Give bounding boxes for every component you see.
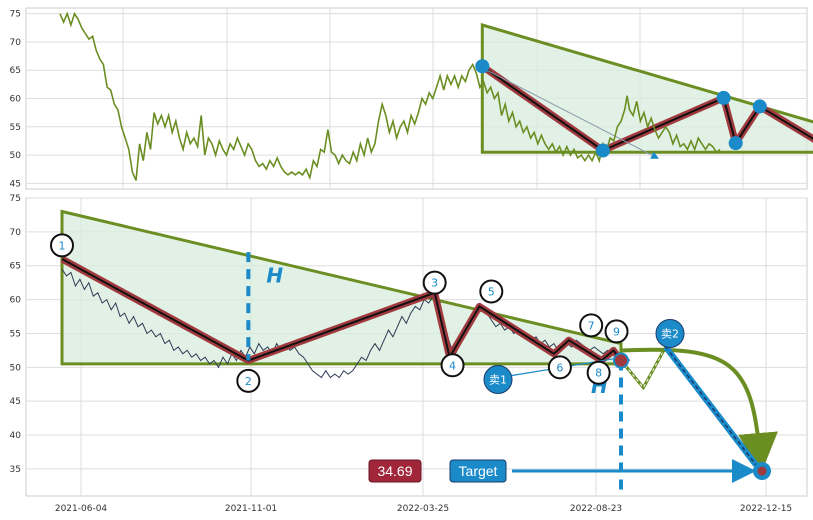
- entry-point: [613, 352, 629, 369]
- sell2-circle: [655, 318, 685, 348]
- top-grid: [26, 8, 807, 189]
- pattern-marker-circle: [50, 233, 74, 258]
- sell1-badge: 卖1: [483, 365, 513, 395]
- pattern-marker-label: 4: [449, 359, 456, 372]
- projection-curve-arrow: [620, 347, 778, 473]
- target-point: [753, 462, 771, 481]
- bottom-y-tick-label: 40: [10, 431, 22, 441]
- entry-point-dot: [613, 352, 629, 369]
- price-badge-label: 34.69: [377, 463, 412, 479]
- bottom-y-tick-label: 60: [10, 296, 22, 306]
- bottom-zigzag-line: [61, 258, 622, 362]
- top-y-tick-label: 55: [10, 123, 21, 133]
- pattern-marker-label: 2: [245, 375, 252, 388]
- bottom-y-ticks: 35 40 45 50 55 60 65 70 75: [10, 194, 22, 475]
- h-label-left: H: [266, 264, 283, 288]
- bottom-y-tick-label: 70: [10, 228, 22, 238]
- top-trend-arrow: [484, 68, 660, 159]
- bottom-x-tick-label: 2021-06-04: [55, 504, 108, 514]
- target-badge-box: [449, 459, 507, 483]
- bottom-y-tick-label: 50: [10, 363, 22, 373]
- bottom-y-tick-label: 35: [10, 465, 21, 475]
- bottom-x-ticks: 2021-06-04 2021-11-01 2022-03-25 2022-08-23…: [55, 504, 792, 514]
- target-drop-line-dash: [665, 346, 757, 466]
- top-y-ticks: 45 50 55 60 65 70 75: [10, 10, 22, 190]
- bottom-y-tick-label: 45: [10, 397, 21, 407]
- bottom-y-tick-label: 55: [10, 329, 21, 339]
- price-badge: 34.69: [368, 459, 422, 483]
- bottom-y-tick-label: 75: [10, 194, 21, 204]
- pattern-marker-label: 5: [488, 285, 495, 298]
- pattern-marker-circle: [422, 270, 447, 295]
- sell2-label: 卖2: [661, 327, 679, 340]
- top-zigzag-line: [481, 65, 813, 152]
- pattern-marker-circle: [479, 279, 504, 304]
- bottom-price-line: [61, 268, 631, 379]
- top-y-tick-label: 75: [10, 10, 21, 20]
- pattern-markers: 1 2 3 4 5 6 7 8 9: [50, 233, 629, 393]
- bottom-x-tick-label: 2022-03-25: [397, 504, 449, 514]
- top-y-tick-label: 50: [10, 151, 22, 161]
- pattern-marker-label: 7: [588, 319, 595, 332]
- top-pivot-dot: [752, 99, 767, 114]
- target-point-inner: [757, 466, 767, 476]
- top-y-tick-label: 60: [10, 95, 22, 105]
- projection-path-dash: [620, 346, 667, 389]
- top-pivot-dot: [595, 143, 610, 158]
- bottom-x-tick-label: 2022-12-15: [740, 504, 792, 514]
- top-pivot-dots: [475, 59, 767, 158]
- price-badge-box: [368, 459, 422, 483]
- top-y-tick-label: 70: [10, 38, 22, 48]
- pattern-marker-circle: [604, 319, 629, 344]
- pattern-marker-label: 8: [595, 367, 602, 380]
- pattern-marker-label: 1: [59, 239, 66, 252]
- target-badge-label: Target: [459, 463, 498, 479]
- top-panel: 45 50 55 60 65 70 75: [10, 7, 813, 190]
- sell2-badge: 卖2: [655, 318, 685, 348]
- pattern-marker-circle: [440, 353, 465, 378]
- top-pivot-dot: [475, 59, 490, 74]
- top-y-tick-label: 45: [10, 179, 21, 189]
- sell2-pointer: [665, 346, 671, 352]
- bottom-x-tick-label: 2021-11-01: [225, 504, 277, 514]
- pattern-marker-label: 9: [613, 325, 620, 338]
- pattern-marker-circle: [586, 360, 611, 385]
- sell1-label: 卖1: [489, 374, 507, 387]
- pattern-marker-label: 6: [556, 361, 563, 374]
- pattern-marker-circle: [547, 355, 572, 380]
- pattern-marker-circle: [236, 368, 261, 393]
- bottom-x-tick-label: 2022-08-23: [570, 504, 622, 514]
- pattern-marker-label: 3: [431, 277, 438, 290]
- top-price-line: [59, 11, 721, 181]
- top-pivot-dot: [728, 136, 743, 151]
- pattern-marker-circle: [579, 313, 604, 338]
- target-badge: Target: [449, 459, 507, 483]
- top-y-tick-label: 65: [10, 66, 21, 76]
- sell1-circle: [483, 365, 513, 395]
- bottom-y-tick-label: 65: [10, 262, 21, 272]
- top-pivot-dot: [716, 90, 731, 105]
